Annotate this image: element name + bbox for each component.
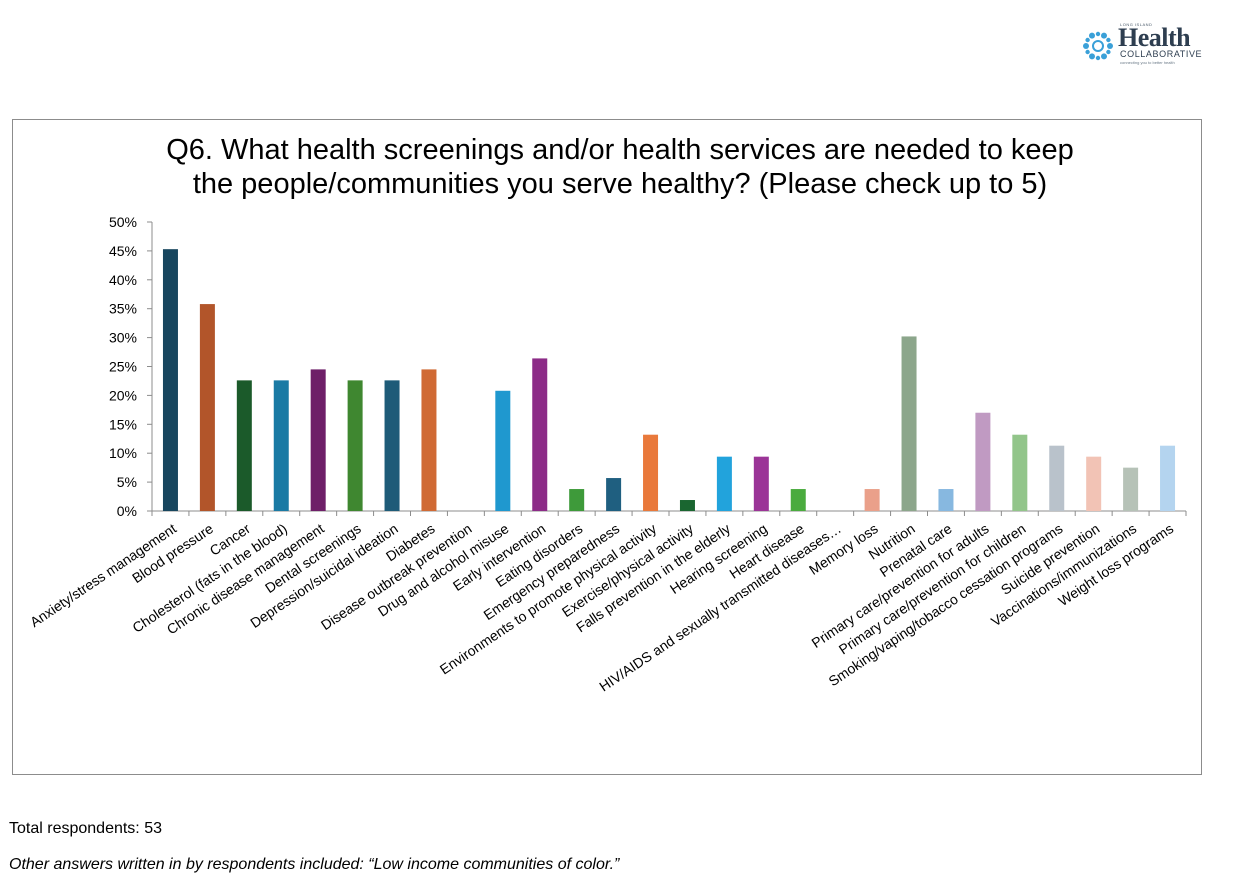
logo-ray bbox=[1101, 32, 1107, 39]
bar bbox=[421, 369, 437, 511]
logo: LONG ISLAND Health COLLABORATIVE connect… bbox=[1080, 22, 1210, 70]
logo-ray bbox=[1085, 37, 1090, 43]
chart-frame bbox=[12, 119, 1202, 775]
bar bbox=[790, 489, 806, 511]
bar bbox=[347, 380, 363, 511]
bar bbox=[1049, 445, 1065, 511]
bar bbox=[679, 500, 695, 511]
bar bbox=[901, 336, 917, 511]
y-tick-label: 35% bbox=[109, 301, 137, 317]
bar bbox=[975, 412, 991, 511]
y-tick-label: 20% bbox=[109, 387, 137, 403]
y-tick-label: 25% bbox=[109, 359, 137, 375]
logo-ray bbox=[1095, 31, 1101, 37]
logo-ray bbox=[1106, 37, 1111, 43]
total-respondents: Total respondents: 53 bbox=[9, 820, 162, 837]
bar bbox=[532, 358, 548, 511]
bar bbox=[753, 456, 769, 511]
bar bbox=[384, 380, 400, 511]
logo-ray bbox=[1089, 32, 1095, 39]
logo-core bbox=[1092, 40, 1104, 52]
y-tick-label: 0% bbox=[117, 503, 137, 519]
y-tick-label: 40% bbox=[109, 272, 137, 288]
y-axis: 0% 5% 10% 15% 20% 25% 30% 35% 40% 45% 50% bbox=[109, 214, 153, 519]
logo-word: Health bbox=[1118, 23, 1191, 52]
logo-ray bbox=[1107, 43, 1113, 49]
logo-ray bbox=[1101, 53, 1107, 60]
logo-ray bbox=[1095, 55, 1101, 61]
bar bbox=[310, 369, 326, 511]
logo-ray bbox=[1085, 49, 1090, 55]
bar bbox=[569, 489, 585, 511]
bar bbox=[495, 390, 511, 511]
bar bbox=[606, 478, 622, 511]
x-axis bbox=[151, 510, 1187, 516]
logo-ray bbox=[1089, 53, 1095, 60]
logo-ray bbox=[1106, 49, 1111, 55]
bar bbox=[1012, 434, 1028, 511]
chart-title: Q6. What health screenings and/or health… bbox=[20, 133, 1220, 201]
bar bbox=[1086, 456, 1102, 511]
bar bbox=[1123, 467, 1139, 511]
y-tick-label: 50% bbox=[109, 214, 137, 230]
other-answers-note: Other answers written in by respondents … bbox=[9, 856, 620, 873]
chart-title-line-1: Q6. What health screenings and/or health… bbox=[166, 134, 1074, 166]
sunburst-logo-icon bbox=[1083, 31, 1113, 61]
bar-series bbox=[162, 249, 1176, 512]
logo-tagline: connecting you to better health bbox=[1120, 60, 1175, 65]
y-tick-label: 30% bbox=[109, 330, 137, 346]
y-tick-label: 5% bbox=[117, 474, 137, 490]
y-tick-label: 15% bbox=[109, 416, 137, 432]
bar bbox=[236, 380, 252, 511]
bar bbox=[864, 489, 880, 511]
bar bbox=[162, 249, 178, 512]
logo-ray bbox=[1083, 43, 1089, 49]
bar bbox=[1160, 445, 1176, 511]
y-tick-label: 10% bbox=[109, 445, 137, 461]
bar bbox=[716, 456, 732, 511]
bar bbox=[643, 434, 659, 511]
chart-title-line-2: the people/communities you serve healthy… bbox=[192, 168, 1048, 200]
bar bbox=[938, 489, 954, 511]
logo-subtitle: COLLABORATIVE bbox=[1120, 49, 1203, 59]
bar bbox=[273, 380, 289, 511]
bar bbox=[199, 304, 215, 511]
logo-top-text: LONG ISLAND bbox=[1120, 22, 1153, 27]
y-tick-label: 45% bbox=[109, 243, 137, 259]
